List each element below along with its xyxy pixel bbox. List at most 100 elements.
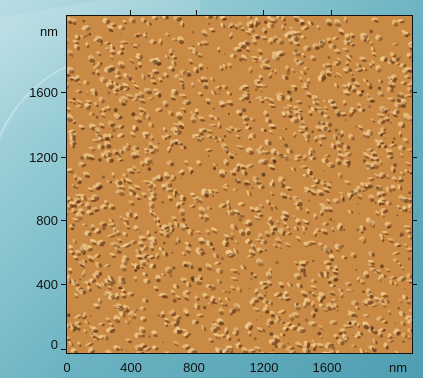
surface-grain-highlight [348, 288, 351, 291]
surface-pit [135, 34, 140, 38]
surface-grain-shadow [325, 108, 329, 110]
right-tick-400 [413, 284, 417, 285]
surface-grain-shadow [373, 164, 379, 170]
surface-grain-highlight [285, 322, 291, 325]
surface-pit [145, 32, 148, 35]
surface-pit [191, 31, 195, 34]
surface-pit [71, 223, 76, 227]
surface-grain-shadow [132, 240, 138, 245]
surface-grain-shadow [401, 156, 404, 159]
surface-grain-highlight [190, 82, 194, 86]
surface-grain-shadow [108, 155, 111, 158]
surface-grain-highlight [333, 333, 338, 338]
surface-grain-shadow [360, 332, 364, 337]
surface-grain-highlight [305, 91, 312, 96]
surface-grain-shadow [117, 250, 122, 254]
surface-pit [279, 153, 284, 158]
surface-grain-shadow [255, 291, 259, 296]
surface-grain-shadow [398, 207, 402, 210]
surface-grain-shadow [403, 322, 406, 327]
surface-grain-shadow [263, 240, 268, 245]
surface-grain-shadow [206, 101, 211, 105]
surface-grain-shadow [72, 144, 75, 149]
surface-grain-shadow [326, 100, 329, 103]
surface-grain-shadow [182, 70, 188, 75]
surface-grain-highlight [399, 63, 404, 68]
surface-grain-highlight [107, 133, 112, 138]
surface-grain-shadow [406, 227, 412, 230]
surface-grain-shadow [111, 325, 115, 327]
surface-grain-highlight [322, 186, 330, 191]
surface-grain-highlight [354, 305, 358, 309]
surface-grain-shadow [360, 332, 363, 335]
surface-grain-highlight [224, 327, 228, 333]
surface-grain-shadow [152, 40, 157, 45]
surface-grain-highlight [256, 48, 263, 53]
surface-grain-shadow [400, 94, 405, 99]
surface-grain-shadow [250, 256, 254, 259]
surface-grain-shadow [146, 90, 153, 95]
surface-grain-highlight [367, 41, 373, 44]
surface-grain-shadow [129, 189, 135, 193]
surface-grain-shadow [273, 39, 276, 43]
surface-grain-shadow [80, 164, 84, 167]
surface-grain-shadow [202, 79, 209, 83]
surface-grain-shadow [139, 110, 143, 113]
surface-grain-shadow [305, 262, 309, 264]
surface-grain-shadow [134, 279, 138, 282]
surface-grain-shadow [174, 125, 180, 128]
surface-grain-highlight [167, 110, 173, 115]
surface-grain-shadow [265, 113, 270, 117]
surface-grain-highlight [372, 338, 376, 344]
surface-grain-shadow [226, 237, 231, 240]
surface-grain-shadow [396, 284, 399, 287]
surface-grain-shadow [73, 122, 77, 125]
surface-grain-highlight [406, 279, 411, 282]
surface-grain-highlight [164, 187, 172, 191]
surface-pit [204, 220, 207, 223]
surface-grain-highlight [135, 248, 139, 254]
surface-grain-shadow [233, 54, 237, 59]
surface-grain-highlight [346, 53, 350, 58]
surface-grain-highlight [328, 43, 335, 49]
surface-grain-highlight [405, 66, 412, 71]
surface-grain-shadow [228, 102, 234, 107]
surface-grain-shadow [257, 81, 261, 84]
surface-pit [284, 23, 287, 26]
surface-grain-highlight [321, 157, 327, 163]
surface-pit [289, 324, 291, 327]
surface-grain-highlight [121, 99, 126, 104]
surface-grain-highlight [235, 343, 241, 346]
surface-grain-shadow [405, 296, 409, 301]
surface-grain-highlight [337, 171, 341, 177]
surface-grain-highlight [380, 273, 384, 278]
surface-grain-shadow [260, 90, 263, 93]
surface-pit [375, 186, 380, 190]
surface-grain-highlight [161, 272, 164, 276]
surface-pit [336, 309, 339, 312]
surface-grain-shadow [70, 131, 76, 134]
surface-grain-shadow [203, 193, 209, 198]
surface-pit [95, 115, 99, 119]
surface-grain-shadow [261, 100, 265, 104]
surface-grain-highlight [236, 286, 241, 292]
surface-grain-shadow [132, 155, 137, 160]
surface-grain-shadow [198, 135, 201, 138]
surface-grain-shadow [88, 343, 94, 347]
surface-grain-highlight [368, 345, 373, 350]
surface-grain-shadow [313, 158, 317, 161]
surface-pit [154, 231, 157, 234]
surface-grain-shadow [87, 321, 90, 325]
surface-grain-shadow [237, 129, 240, 132]
surface-grain-shadow [299, 110, 304, 113]
surface-grain-highlight [381, 231, 389, 233]
surface-grain-highlight [343, 149, 346, 151]
surface-grain-shadow [394, 43, 400, 47]
surface-grain-highlight [377, 328, 384, 332]
surface-grain-shadow [203, 85, 209, 90]
surface-grain-shadow [349, 54, 353, 58]
surface-grain-highlight [115, 185, 120, 188]
surface-grain-shadow [96, 230, 102, 234]
surface-grain-shadow [135, 187, 141, 191]
surface-grain-shadow [303, 274, 307, 277]
